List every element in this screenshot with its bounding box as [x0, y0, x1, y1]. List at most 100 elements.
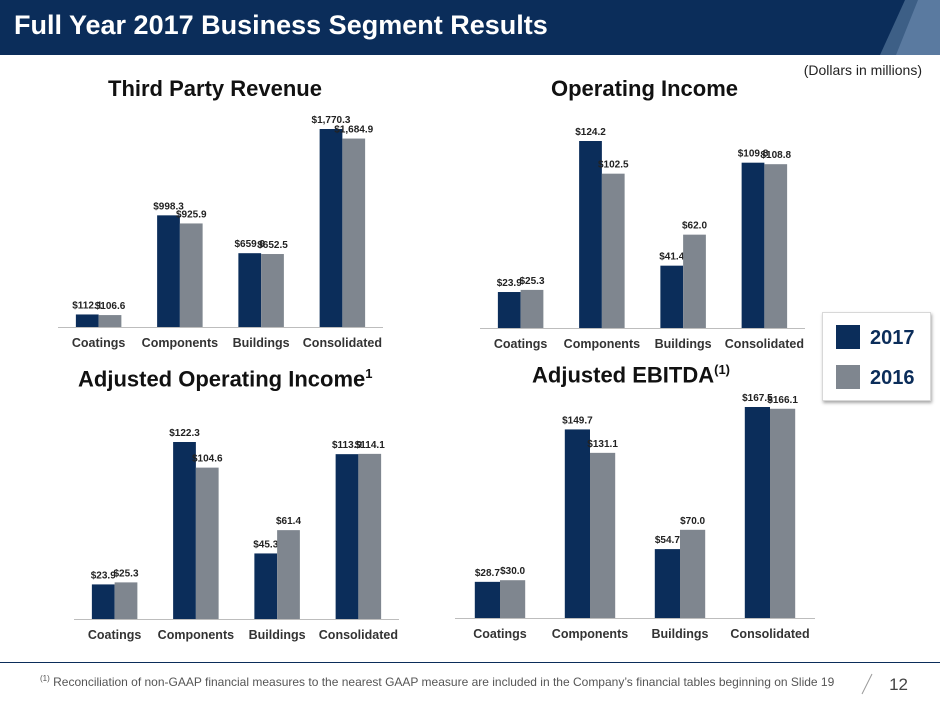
adjopinc-bar-2017-coatings	[91, 584, 115, 619]
chart-title-adjusted-operating-income: Adjusted Operating Income1	[78, 366, 373, 392]
ebitda-data-label-2016: $131.1	[587, 439, 618, 450]
adjopinc-data-label-2016: $114.1	[355, 440, 385, 451]
opinc-bar-2016-consolidated	[764, 164, 788, 328]
opinc-bar-2017-consolidated	[741, 162, 765, 328]
opinc-data-label-2017: $23.9	[497, 278, 522, 289]
adjopinc-data-label-2016: $25.3	[113, 568, 138, 579]
adjopinc-bar-2016-coatings	[114, 582, 138, 619]
revenue-bar-2017-coatings	[75, 314, 99, 327]
adjopinc-bar-2016-consolidated	[358, 453, 382, 619]
opinc-bar-2016-components	[601, 173, 625, 328]
adjopinc-data-label-2017: $122.3	[169, 428, 200, 439]
opinc-data-label-2017: $124.2	[575, 127, 606, 138]
ebitda-data-label-2016: $70.0	[680, 516, 705, 527]
footnote: (1) Reconciliation of non-GAAP financial…	[40, 674, 835, 689]
ebitda-bar-2017-coatings	[474, 581, 500, 618]
operating-income-chart: Coatings $23.9$25.3 Components $124.2 $102.5…	[480, 127, 805, 351]
ebitda-bar-2016-coatings	[500, 580, 526, 618]
ebitda-category-label: Coatings	[473, 627, 527, 641]
opinc-bar-2017-coatings	[497, 292, 521, 328]
revenue-category-label: Coatings	[72, 336, 126, 350]
chart-title-adjusted-ebitda: Adjusted EBITDA(1)	[532, 362, 731, 388]
page-title: Full Year 2017 Business Segment Results	[14, 10, 548, 40]
legend-label-2016: 2016	[870, 367, 915, 389]
opinc-category-label: Consolidated	[725, 337, 804, 351]
revenue-category-label: Consolidated	[303, 336, 382, 350]
revenue-bar-2016-coatings	[98, 315, 122, 327]
adjopinc-category-label: Coatings	[88, 628, 142, 642]
adjopinc-bar-2017-buildings	[254, 553, 278, 619]
ebitda-bar-2016-consolidated	[770, 408, 796, 618]
adjopinc-bar-2017-components	[173, 442, 196, 619]
revenue-data-label-2016: $1,684.9	[334, 125, 373, 136]
revenue-data-label-2016: $652.5	[257, 240, 288, 251]
footer-divider	[0, 662, 940, 663]
header-decoration	[880, 0, 940, 55]
ebitda-bar-2016-components	[590, 452, 616, 618]
page-number-divider	[861, 673, 873, 695]
revenue-bar-2017-components	[157, 215, 180, 327]
revenue-chart: Coatings $112.1$106.6 Components $998.3$925…	[58, 115, 383, 350]
revenue-data-label-2017: $112.1	[72, 300, 102, 311]
adjopinc-category-label: Consolidated	[319, 628, 398, 642]
opinc-data-label-2016: $62.0	[682, 221, 707, 232]
ebitda-category-label: Consolidated	[730, 627, 809, 641]
opinc-category-label: Components	[564, 337, 640, 351]
ebitda-bar-2017-components	[564, 429, 590, 618]
opinc-category-label: Coatings	[494, 337, 548, 351]
opinc-category-label: Buildings	[655, 337, 712, 351]
revenue-category-label: Components	[142, 336, 218, 350]
ebitda-data-label-2016: $166.1	[767, 395, 798, 406]
revenue-data-label-2017: $1,770.3	[312, 115, 351, 126]
ebitda-category-label: Buildings	[652, 627, 709, 641]
opinc-bar-2016-coatings	[520, 289, 544, 328]
adjopinc-category-label: Components	[158, 628, 234, 642]
chart-title-revenue: Third Party Revenue	[108, 76, 322, 101]
ebitda-data-label-2017: $167.5	[742, 393, 773, 404]
opinc-data-label-2017: $109.8	[738, 149, 769, 160]
ebitda-bar-2017-consolidated	[744, 407, 770, 618]
revenue-data-label-2017: $659.9	[234, 239, 265, 250]
adjopinc-category-label: Buildings	[249, 628, 306, 642]
ebitda-data-label-2017: $149.7	[562, 415, 593, 426]
revenue-data-label-2016: $925.9	[176, 209, 207, 220]
revenue-bar-2017-consolidated	[319, 129, 343, 327]
opinc-bar-2017-buildings	[660, 265, 684, 328]
legend-swatch-2016	[836, 365, 860, 389]
opinc-data-label-2016: $102.5	[598, 160, 629, 171]
opinc-bar-2017-components	[579, 141, 602, 328]
adjopinc-data-label-2016: $61.4	[276, 516, 301, 527]
adjopinc-bar-2016-buildings	[277, 530, 300, 619]
units-note: (Dollars in millions)	[803, 62, 922, 78]
adjopinc-data-label-2017: $113.9	[332, 440, 362, 451]
header-bar: Full Year 2017 Business Segment Results	[0, 0, 940, 55]
opinc-data-label-2016: $108.8	[760, 150, 791, 161]
revenue-bar-2016-consolidated	[342, 138, 366, 327]
revenue-bar-2016-components	[179, 223, 203, 327]
adjopinc-data-label-2016: $104.6	[192, 454, 223, 465]
ebitda-bar-2016-buildings	[680, 529, 706, 618]
revenue-data-label-2017: $998.3	[153, 201, 184, 212]
page-number: 12	[889, 675, 908, 694]
revenue-bar-2016-buildings	[261, 254, 284, 327]
revenue-data-label-2016: $106.6	[95, 301, 126, 312]
chart-title-operating-income: Operating Income	[551, 76, 739, 101]
ebitda-data-label-2017: $54.7	[655, 535, 680, 546]
adjopinc-data-label-2017: $45.3	[253, 539, 278, 550]
opinc-data-label-2017: $41.4	[659, 252, 684, 263]
adjopinc-bar-2017-consolidated	[335, 454, 359, 619]
legend-swatch-2017	[836, 325, 860, 349]
ebitda-data-label-2017: $28.7	[475, 568, 500, 579]
ebitda-bar-2017-buildings	[654, 549, 680, 618]
adjopinc-data-label-2017: $23.9	[91, 570, 116, 581]
revenue-category-label: Buildings	[233, 336, 290, 350]
legend: 2017 2016	[822, 312, 931, 401]
ebitda-category-label: Components	[552, 627, 628, 641]
revenue-bar-2017-buildings	[238, 253, 262, 327]
ebitda-data-label-2016: $30.0	[500, 566, 525, 577]
opinc-data-label-2016: $25.3	[519, 276, 544, 287]
adjusted-ebitda-chart: Coatings $28.7 $30.0 Components $149.7 $131.1…	[455, 393, 815, 641]
adjopinc-bar-2016-components	[195, 467, 219, 619]
opinc-bar-2016-buildings	[683, 234, 706, 328]
adjusted-operating-income-chart: Coatings $23.9$25.3 Components $122.3 $104.6…	[74, 428, 399, 642]
